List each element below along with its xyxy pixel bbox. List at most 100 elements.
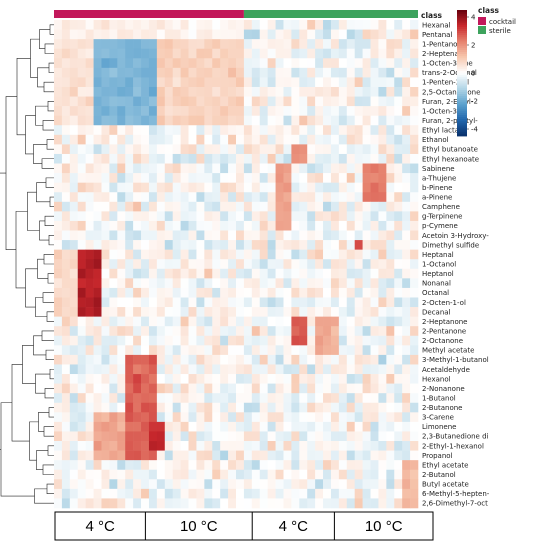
heatmap-cell xyxy=(133,240,142,250)
heatmap-cell xyxy=(172,115,181,126)
heatmap-cell xyxy=(275,96,284,107)
heatmap-cell xyxy=(251,144,261,155)
heatmap-cell xyxy=(275,182,284,193)
heatmap-cell xyxy=(77,479,86,490)
heatmap-cell xyxy=(259,230,268,241)
heatmap-cell xyxy=(172,192,181,203)
heatmap-cell xyxy=(243,211,253,222)
heatmap-cell xyxy=(109,479,118,490)
heatmap-cell xyxy=(315,67,324,78)
heatmap-cell xyxy=(180,58,189,69)
heatmap-cell xyxy=(125,278,134,289)
heatmap-cell xyxy=(109,307,118,317)
heatmap-cell xyxy=(109,115,118,126)
heatmap-cell xyxy=(125,115,134,126)
heatmap-cell xyxy=(299,326,308,337)
heatmap-cell xyxy=(148,58,158,69)
heatmap-cell xyxy=(330,77,340,88)
heatmap-cell xyxy=(220,393,229,404)
heatmap-cell xyxy=(109,421,118,432)
heatmap-cell xyxy=(204,393,213,404)
heatmap-cell xyxy=(148,29,158,40)
heatmap-cell xyxy=(323,249,332,260)
colorbar-segment xyxy=(457,131,467,135)
heatmap-cell xyxy=(267,144,276,155)
heatmap-cell xyxy=(101,498,110,509)
heatmap-cell xyxy=(236,173,245,183)
heatmap-cell xyxy=(77,278,86,289)
heatmap-cell xyxy=(109,259,118,270)
heatmap-cell xyxy=(386,268,395,279)
heatmap-cell xyxy=(259,479,268,490)
heatmap-cell xyxy=(267,153,276,164)
heatmap-cell xyxy=(307,106,316,116)
heatmap-cell xyxy=(148,450,158,461)
heatmap-cell xyxy=(378,259,387,270)
heatmap-cell xyxy=(402,469,411,480)
heatmap-cell xyxy=(188,182,197,193)
heatmap-cell xyxy=(354,259,363,270)
heatmap-cell xyxy=(180,29,189,40)
heatmap-cell xyxy=(267,67,276,78)
heatmap-cell xyxy=(410,393,419,404)
heatmap-cell xyxy=(180,249,189,260)
heatmap-cell xyxy=(378,153,387,164)
heatmap-cell xyxy=(330,153,340,164)
heatmap-cell xyxy=(362,182,371,193)
heatmap-cell xyxy=(378,182,387,193)
heatmap-cell xyxy=(133,345,142,356)
heatmap-cell xyxy=(54,48,63,59)
colorbar-segment xyxy=(457,79,467,82)
heatmap-cell xyxy=(196,307,205,317)
heatmap-cell xyxy=(148,211,158,222)
dendrogram-link xyxy=(41,158,54,169)
heatmap-cell xyxy=(291,48,300,59)
heatmap-cell xyxy=(204,20,213,30)
colorbar-segment xyxy=(457,33,467,36)
heatmap-cell xyxy=(378,326,387,337)
heatmap-cell xyxy=(101,230,110,241)
heatmap-cell xyxy=(101,345,110,356)
heatmap-cell xyxy=(101,307,110,317)
heatmap-cell xyxy=(204,307,213,317)
heatmap-cell xyxy=(323,450,332,461)
heatmap-cell xyxy=(236,441,245,451)
heatmap-cell xyxy=(251,96,261,107)
heatmap-cell xyxy=(402,77,411,88)
heatmap-cell xyxy=(283,153,292,164)
row-label: 1-Octanol xyxy=(422,261,456,269)
heatmap-cell xyxy=(220,201,229,212)
heatmap-cell xyxy=(156,153,166,164)
heatmap-cell xyxy=(188,431,197,442)
heatmap-cell xyxy=(196,335,205,346)
heatmap-cell xyxy=(410,402,419,413)
heatmap-cell xyxy=(243,125,253,136)
heatmap-cell xyxy=(69,460,79,471)
heatmap-cell xyxy=(275,67,284,78)
heatmap-cell xyxy=(362,20,371,30)
heatmap-cell xyxy=(141,163,150,174)
heatmap-cell xyxy=(69,393,79,404)
heatmap-cell xyxy=(299,29,308,40)
heatmap-cell xyxy=(61,307,71,317)
heatmap-cell xyxy=(188,450,197,461)
heatmap-cell xyxy=(93,115,102,126)
row-label: 1-Pentanol xyxy=(422,40,459,48)
heatmap-cell xyxy=(117,220,126,231)
heatmap-cell xyxy=(228,460,237,471)
heatmap-cell xyxy=(307,115,316,126)
heatmap-cell xyxy=(180,278,189,289)
heatmap-cell xyxy=(69,307,79,317)
heatmap-cell xyxy=(315,106,324,116)
heatmap-cell xyxy=(196,201,205,212)
heatmap-cell xyxy=(299,393,308,404)
heatmap-cell xyxy=(275,240,284,250)
heatmap-cell xyxy=(61,364,71,375)
heatmap-cell xyxy=(267,173,276,183)
heatmap-cell xyxy=(101,431,110,442)
heatmap-cell xyxy=(69,144,79,155)
row-dendrogram xyxy=(0,24,54,504)
heatmap-cell xyxy=(346,77,355,88)
heatmap-cell xyxy=(148,268,158,279)
heatmap-cell xyxy=(61,125,71,136)
